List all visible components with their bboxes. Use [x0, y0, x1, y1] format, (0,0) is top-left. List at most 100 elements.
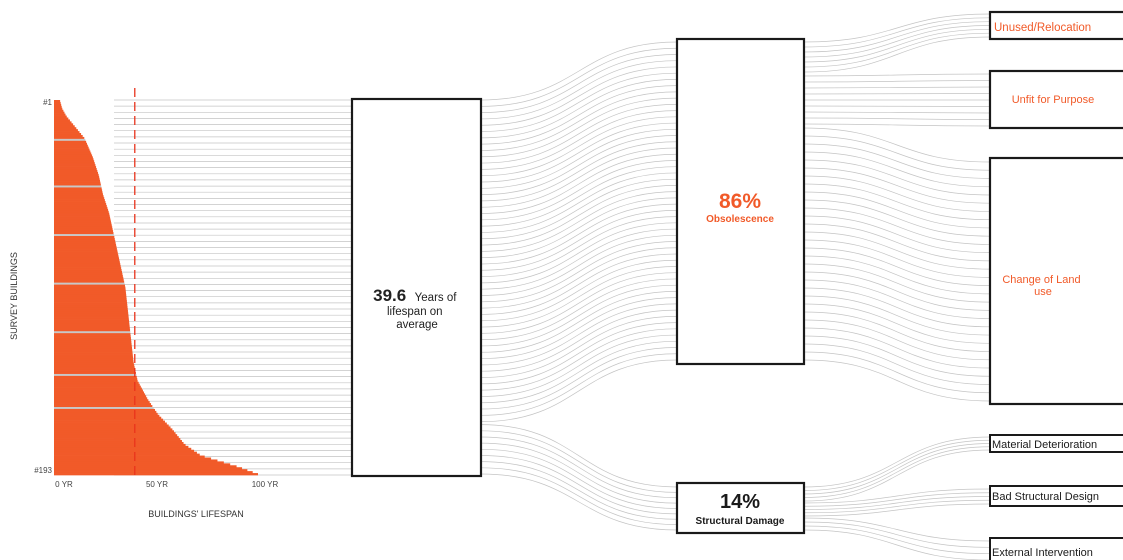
lifespan-bar [54, 436, 179, 439]
flow-line [803, 287, 991, 328]
lifespan-bar [54, 403, 152, 406]
lifespan-bar [54, 391, 145, 394]
flow-line [480, 203, 678, 265]
lifespan-bar [54, 117, 69, 120]
lifespan-bar [54, 381, 139, 385]
flow-line [803, 191, 991, 229]
flow-line [803, 167, 991, 204]
lifespan-bar [54, 441, 184, 445]
flow-line [803, 231, 991, 270]
lifespan-bar [54, 214, 110, 217]
flow-line [803, 303, 991, 344]
flow-line [803, 13, 991, 43]
flow-line [480, 353, 678, 416]
lifespan-bar [54, 131, 80, 134]
y-axis-label: SURVEY BUILDINGS [9, 252, 19, 340]
lifespan-bar [54, 270, 122, 274]
lifespan-bar [54, 234, 114, 237]
flow-line [803, 175, 991, 212]
flow-line [803, 443, 991, 495]
flow-line [480, 303, 678, 366]
flow-line [480, 91, 678, 151]
flow-line [803, 105, 991, 107]
flow-line [480, 79, 678, 139]
flow-line [803, 295, 991, 336]
lifespan-bar [54, 164, 96, 167]
lifespan-bar [54, 426, 171, 429]
flow-line [803, 73, 991, 77]
lifespan-bar [54, 179, 100, 182]
lifespan-bar [54, 309, 128, 313]
x-axis-label: BUILDINGS' LIFESPAN [148, 509, 244, 519]
lifespan-bar [54, 171, 98, 175]
lifespan-bar [54, 348, 133, 351]
lifespan-bar [54, 119, 70, 122]
lifespan-bar [54, 212, 110, 215]
lifespan-bar [54, 385, 141, 388]
flow-line [803, 255, 991, 295]
flow-line [480, 104, 678, 164]
lifespan-bar [54, 210, 109, 214]
x-tick-label: 50 YR [146, 480, 168, 489]
lifespan-bar [54, 451, 197, 454]
lifespan-bar [54, 129, 78, 132]
lifespan-bar [54, 206, 108, 210]
lifespan-bar [54, 169, 98, 173]
flow-line [803, 439, 991, 491]
lifespan-bar [54, 220, 111, 223]
flow-line [480, 436, 678, 499]
lifespan-bar [54, 401, 150, 404]
flow-line [480, 272, 678, 334]
flow-line [480, 328, 678, 391]
lifespan-bar [54, 368, 136, 371]
lifespan-bar [54, 255, 119, 258]
lifespan-bar [54, 335, 131, 338]
flow-line [803, 319, 991, 361]
lifespan-bar [54, 236, 115, 239]
lifespan-bar [54, 226, 113, 229]
lifespan-bar [54, 434, 178, 437]
lifespan-bar [54, 121, 72, 124]
flow-line [803, 446, 991, 498]
lifespan-bar [54, 432, 176, 435]
lifespan-bar [54, 133, 82, 136]
lifespan-bar [54, 292, 127, 295]
external-intervention-box [989, 537, 1123, 560]
flow-line [480, 278, 678, 341]
lifespan-bar [54, 134, 83, 138]
flow-line [480, 128, 678, 189]
lifespan-bar [54, 443, 186, 447]
lifespan-bar [54, 263, 121, 266]
flow-line [803, 503, 991, 517]
flow-line [803, 127, 991, 163]
flow-line [803, 449, 991, 502]
flow-line [480, 60, 678, 120]
flow-line [803, 159, 991, 196]
lifespan-bar [54, 298, 127, 301]
flow-line [480, 291, 678, 353]
lifespan-bar [54, 399, 149, 402]
lifespan-bar [54, 414, 160, 418]
structural-damage-box [675, 481, 806, 535]
lifespan-bar [54, 230, 114, 233]
lifespan-bar [54, 350, 133, 353]
obsolescence-percent: 86% [719, 190, 761, 213]
flow-line [480, 247, 678, 309]
lifespan-bar [54, 113, 66, 116]
flow-line [803, 207, 991, 245]
lifespan-bar [54, 469, 248, 472]
flow-line [480, 41, 678, 101]
unfit-for-purpose-label: Unfit for Purpose [1012, 94, 1095, 106]
flow-line [480, 210, 678, 271]
lifespan-bar [54, 424, 169, 427]
flow-line [480, 197, 678, 259]
lifespan-bar [54, 101, 61, 105]
lifespan-bar [54, 327, 130, 330]
lifespan-bar [54, 346, 132, 350]
structural-damage-percent: 14% [720, 491, 760, 513]
average-text-line-3: average [396, 319, 438, 331]
obsolescence-box [675, 37, 806, 366]
lifespan-bar [54, 463, 231, 466]
lifespan-bar [54, 416, 162, 419]
flow-line [480, 334, 678, 397]
